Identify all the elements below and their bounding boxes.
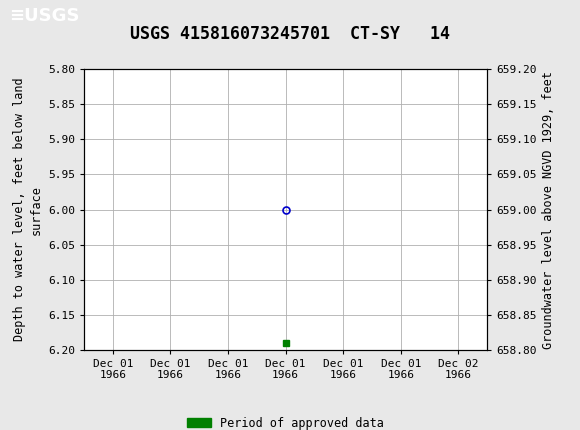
Text: ≡USGS: ≡USGS — [9, 7, 79, 25]
Y-axis label: Depth to water level, feet below land
surface: Depth to water level, feet below land su… — [13, 78, 42, 341]
Legend: Period of approved data: Period of approved data — [183, 412, 389, 430]
Y-axis label: Groundwater level above NGVD 1929, feet: Groundwater level above NGVD 1929, feet — [542, 71, 555, 349]
Text: USGS 415816073245701  CT-SY   14: USGS 415816073245701 CT-SY 14 — [130, 25, 450, 43]
